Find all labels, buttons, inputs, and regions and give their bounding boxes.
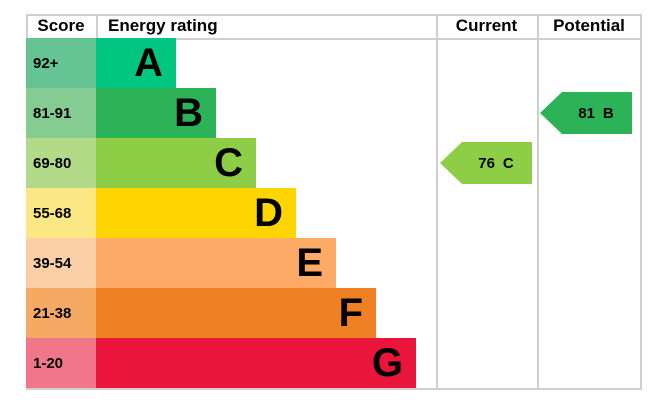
rating-letter-d: D xyxy=(254,191,283,235)
rating-letter-b: B xyxy=(174,91,203,135)
epc-row-f: 21-38 F xyxy=(26,288,416,338)
rating-rows: 92+ A 81-91 B 69-80 C 55-68 D 39-54 xyxy=(26,38,416,388)
rating-letter-e: E xyxy=(296,241,323,285)
header-divider xyxy=(26,38,642,40)
potential-rating-band: B xyxy=(602,104,614,122)
current-rating-band: C xyxy=(502,154,514,172)
rating-letter-c: C xyxy=(214,141,243,185)
epc-row-b: 81-91 B xyxy=(26,88,416,138)
score-column-header: Score xyxy=(37,16,85,35)
rating-letter-g: G xyxy=(371,341,403,385)
score-range-e: 39-54 xyxy=(26,238,96,288)
rating-bar-f: F xyxy=(96,288,376,338)
rating-bar-b: B xyxy=(96,88,216,138)
rating-letter-a: A xyxy=(134,41,163,85)
rating-letter-f: F xyxy=(338,291,363,335)
epc-row-c: 69-80 C xyxy=(26,138,416,188)
epc-row-a: 92+ A xyxy=(26,38,416,88)
score-range-g: 1-20 xyxy=(26,338,96,388)
rating-bar-d: D xyxy=(96,188,296,238)
score-range-c: 69-80 xyxy=(26,138,96,188)
potential-rating-arrow: 81 B xyxy=(540,92,632,134)
current-column-header: Current xyxy=(455,16,518,35)
table-border-top xyxy=(26,14,642,16)
rating-bar-c: C xyxy=(96,138,256,188)
energy-rating-column-header: Energy rating xyxy=(108,16,218,35)
table-border-right xyxy=(640,14,642,390)
score-range-d: 55-68 xyxy=(26,188,96,238)
table-border-bottom xyxy=(26,388,642,390)
score-range-b: 81-91 xyxy=(26,88,96,138)
potential-column-header: Potential xyxy=(553,16,625,35)
rating-bar-e: E xyxy=(96,238,336,288)
epc-row-d: 55-68 D xyxy=(26,188,416,238)
rating-bar-g: G xyxy=(96,338,416,388)
column-divider-current xyxy=(436,14,438,390)
potential-rating-value: 81 xyxy=(578,104,595,122)
column-divider-left xyxy=(26,14,28,38)
column-divider-potential xyxy=(537,14,539,390)
current-rating-value: 76 xyxy=(478,154,495,172)
score-range-f: 21-38 xyxy=(26,288,96,338)
epc-row-g: 1-20 G xyxy=(26,338,416,388)
epc-row-e: 39-54 E xyxy=(26,238,416,288)
score-range-a: 92+ xyxy=(26,38,96,88)
current-rating-arrow: 76 C xyxy=(440,142,532,184)
rating-bar-a: A xyxy=(96,38,176,88)
column-divider-score xyxy=(96,14,98,38)
